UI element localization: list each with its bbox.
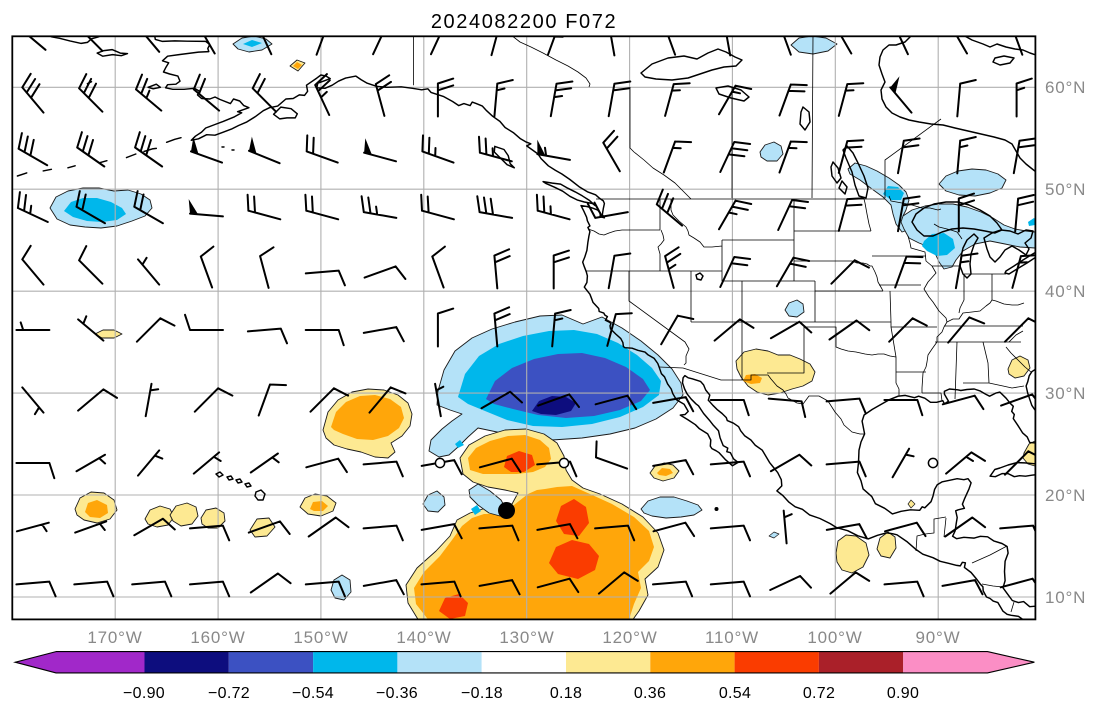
svg-text:0.36: 0.36 (634, 685, 666, 702)
svg-text:−0.72: −0.72 (208, 685, 250, 702)
svg-text:50°N: 50°N (1045, 180, 1086, 199)
svg-text:0.18: 0.18 (550, 685, 582, 702)
svg-text:0.90: 0.90 (887, 685, 919, 702)
svg-text:20°N: 20°N (1045, 486, 1086, 505)
svg-text:2024082200 F072: 2024082200 F072 (431, 11, 617, 33)
svg-text:−0.90: −0.90 (123, 685, 165, 702)
svg-text:100°W: 100°W (807, 628, 862, 647)
svg-text:−0.36: −0.36 (376, 685, 418, 702)
svg-text:150°W: 150°W (293, 628, 348, 647)
svg-text:−0.18: −0.18 (461, 685, 503, 702)
svg-text:160°W: 160°W (190, 628, 245, 647)
svg-text:60°N: 60°N (1045, 78, 1086, 97)
svg-text:130°W: 130°W (499, 628, 554, 647)
svg-text:−0.54: −0.54 (292, 685, 334, 702)
svg-text:40°N: 40°N (1045, 282, 1086, 301)
svg-text:120°W: 120°W (602, 628, 657, 647)
svg-text:140°W: 140°W (396, 628, 451, 647)
svg-text:0.54: 0.54 (719, 685, 751, 702)
svg-text:170°W: 170°W (87, 628, 142, 647)
svg-text:90°W: 90°W (916, 628, 961, 647)
svg-text:10°N: 10°N (1045, 588, 1086, 607)
svg-text:110°W: 110°W (705, 628, 759, 647)
svg-text:0.72: 0.72 (803, 685, 835, 702)
svg-text:30°N: 30°N (1045, 384, 1086, 403)
